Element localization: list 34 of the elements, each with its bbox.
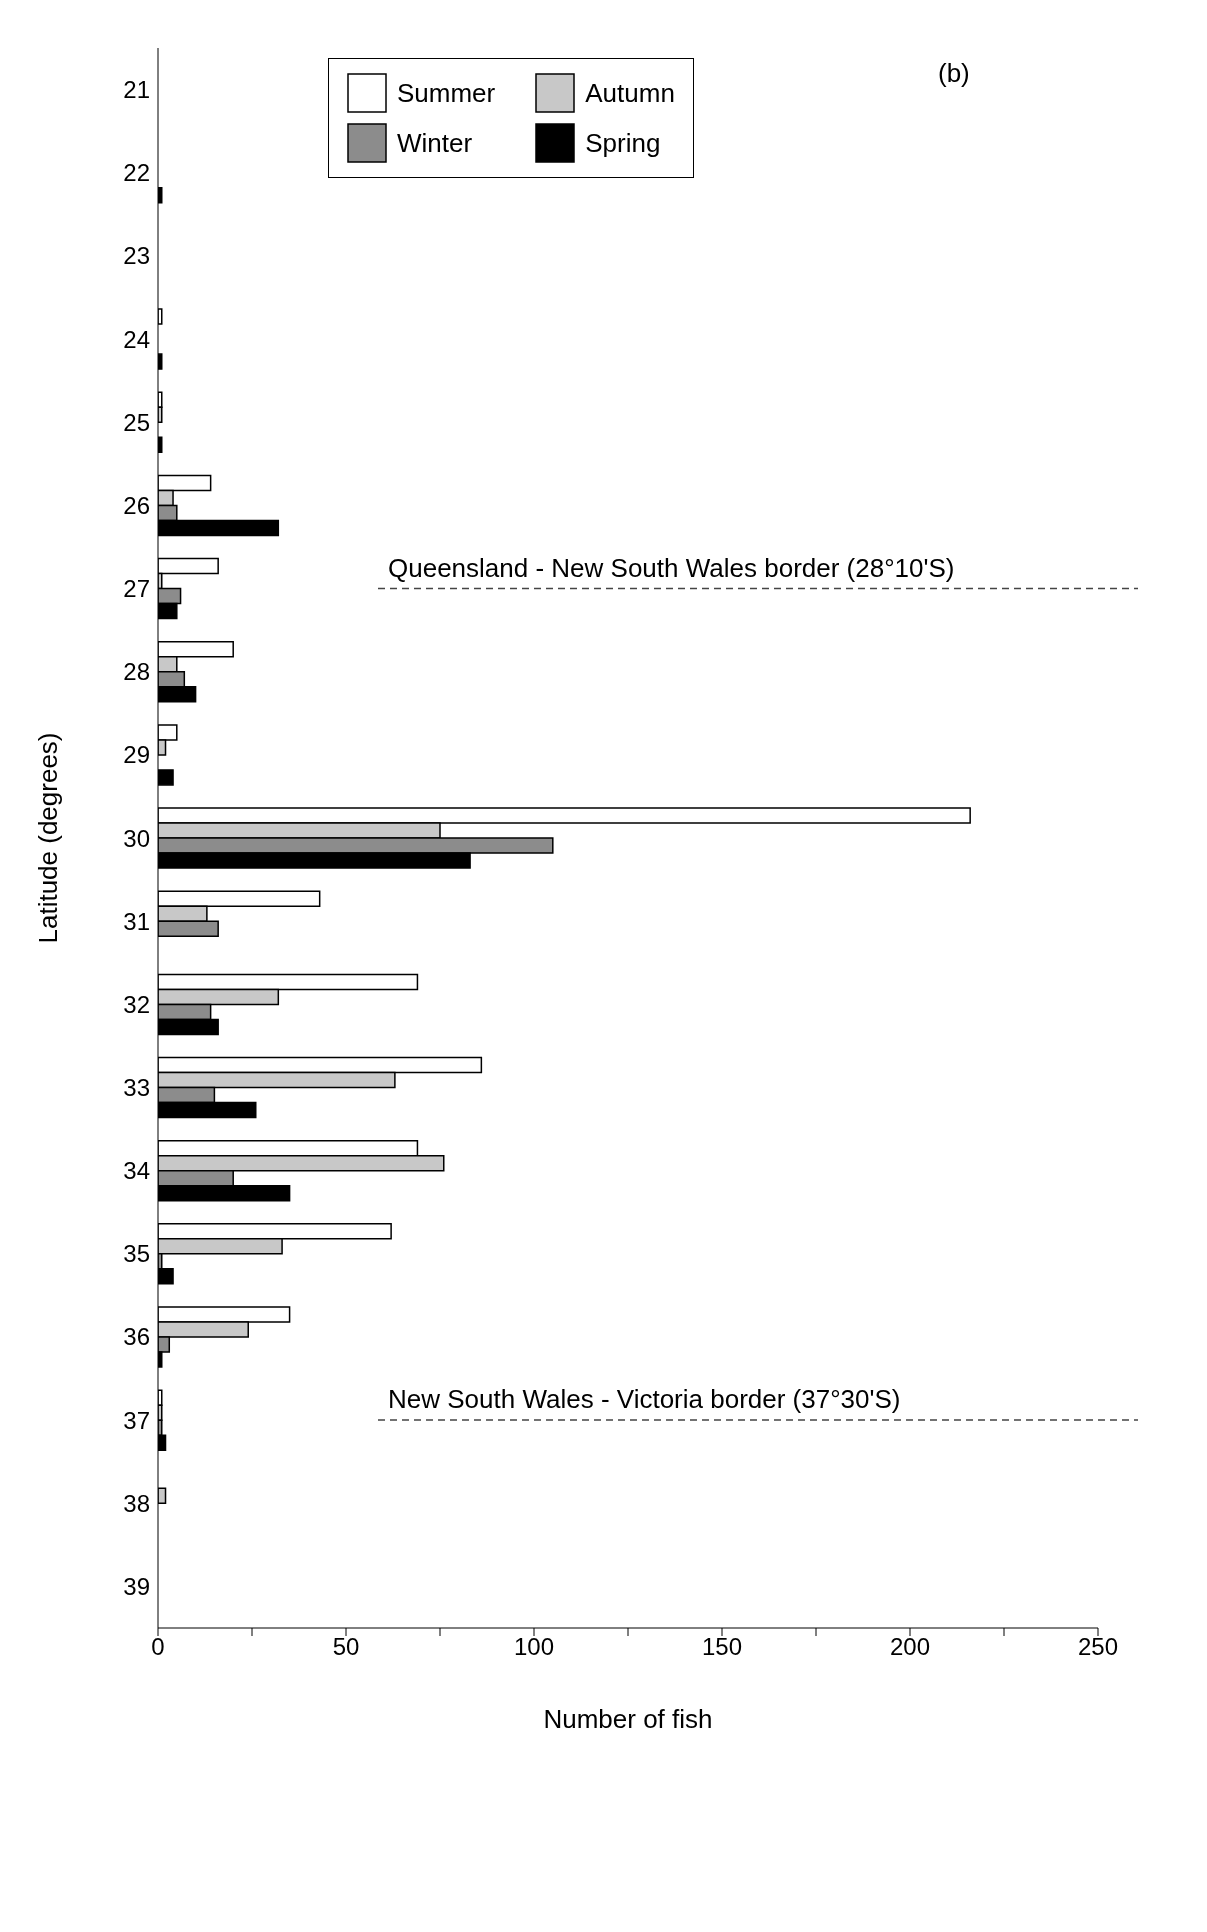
y-tick-label: 24 [123,325,150,353]
legend-label: Winter [397,127,473,159]
y-tick-label: 31 [123,907,150,935]
y-tick-label: 27 [123,575,150,603]
y-tick-label: 34 [123,1157,150,1185]
y-tick-label: 38 [123,1489,150,1517]
y-tick-label: 25 [123,408,150,436]
legend-label: Summer [397,77,496,109]
y-tick-label: 30 [123,824,150,852]
x-tick-label: 150 [701,1633,743,1661]
y-tick-label: 29 [123,741,150,769]
y-tick-label: 39 [123,1572,150,1600]
x-axis-title: Number of fish [543,1704,713,1734]
y-tick-label: 33 [123,1073,150,1101]
x-tick-label: 100 [513,1633,555,1661]
y-tick-label: 26 [123,491,150,519]
y-tick-label: 36 [123,1323,150,1351]
y-tick-label: 22 [123,159,150,187]
y-axis-title: Latitude (degrees) [33,732,64,944]
x-tick-label: 50 [332,1633,360,1661]
y-tick-label: 21 [123,76,150,104]
ref-line-label: Queensland - New South Wales border (28°10'S) [388,552,955,583]
legend-label: Autumn [585,77,675,109]
y-tick-label: 37 [123,1406,150,1434]
annotation: (b) [938,58,970,89]
y-tick-label: 35 [123,1240,150,1268]
x-tick-label: 250 [1077,1633,1119,1661]
x-tick-label: 0 [151,1633,165,1661]
y-tick-label: 28 [123,658,150,686]
x-tick-label: 200 [889,1633,931,1661]
y-tick-label: 32 [123,990,150,1018]
y-tick-label: 23 [123,242,150,270]
legend-label: Spring [585,127,661,159]
ref-line-label: New South Wales - Victoria border (37°30'S) [388,1384,901,1415]
